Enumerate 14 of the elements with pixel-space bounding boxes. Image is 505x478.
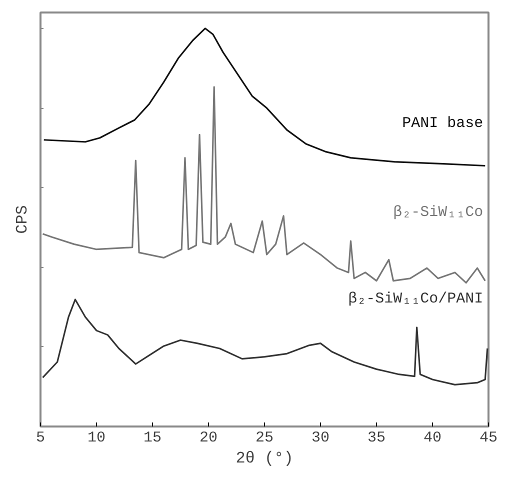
x-tick-label: 20 — [200, 430, 218, 446]
x-tick-label: 35 — [368, 430, 386, 446]
text: β₂-SiW₁₁Co — [393, 204, 484, 222]
series-label: β₂-SiW₁₁Co/PANI — [348, 290, 484, 308]
x-tick-label: 5 — [36, 430, 46, 446]
x-tick-label: 15 — [144, 430, 162, 446]
x-tick-label: 25 — [256, 430, 274, 446]
x-tick-label: 30 — [312, 430, 330, 446]
x-tick-label: 45 — [480, 430, 498, 446]
x-axis-title: 2θ (°) — [236, 450, 294, 468]
y-axis-title: CPS — [14, 205, 32, 234]
x-tick-label: 10 — [88, 430, 106, 446]
text: PANI base — [402, 114, 484, 132]
x-tick-label: 40 — [424, 430, 442, 446]
